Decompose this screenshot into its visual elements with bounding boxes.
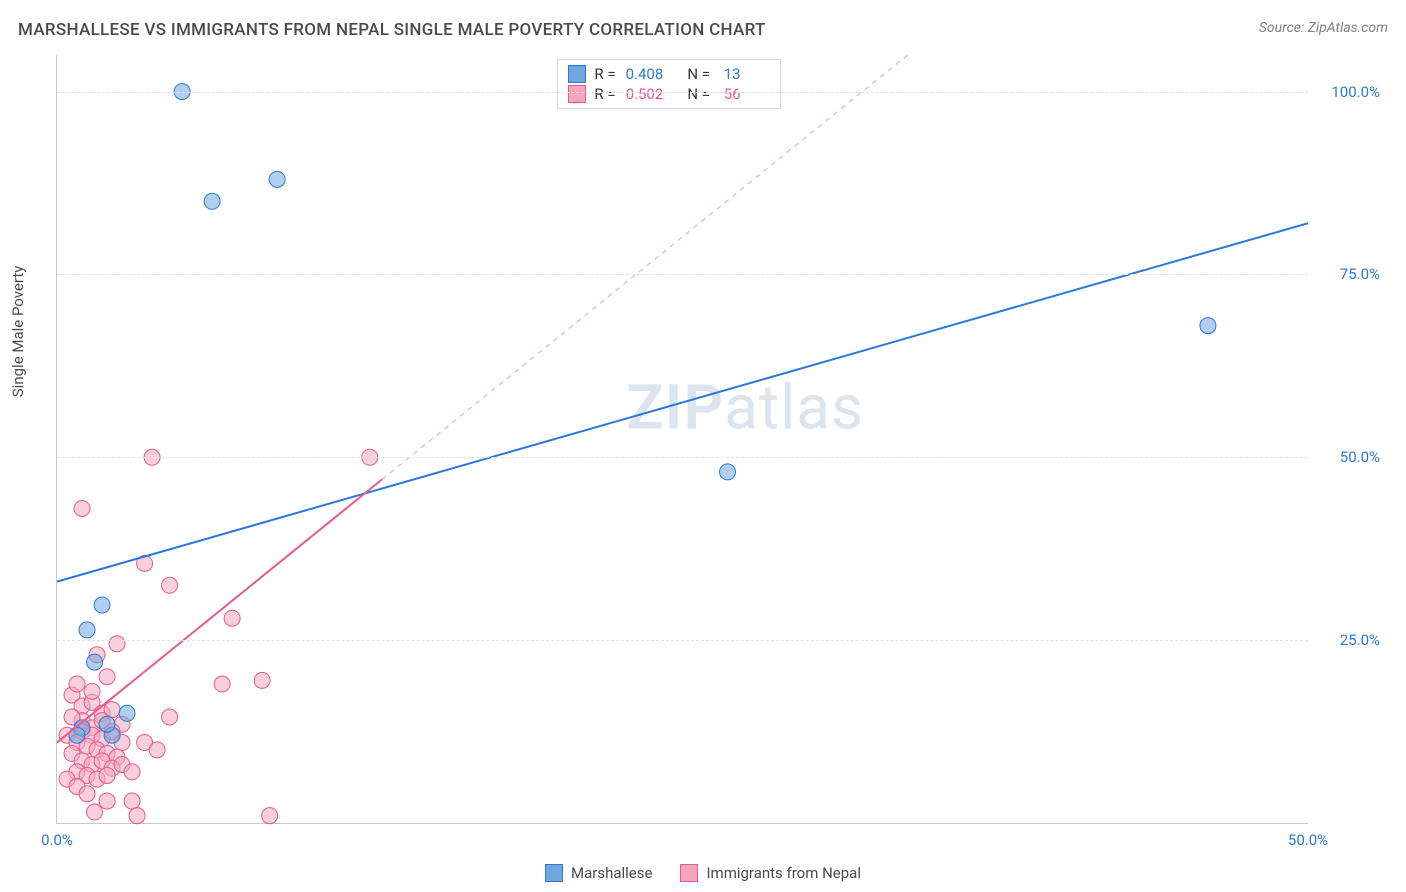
data-point bbox=[99, 669, 115, 685]
r-label: R = bbox=[594, 65, 615, 83]
data-point bbox=[149, 742, 165, 758]
data-point bbox=[124, 764, 140, 780]
plot-svg bbox=[57, 55, 1308, 823]
chart-header: MARSHALLESE VS IMMIGRANTS FROM NEPAL SIN… bbox=[18, 20, 1388, 40]
trend-line bbox=[57, 223, 1308, 581]
data-point bbox=[214, 676, 230, 692]
y-axis-label: Single Male Poverty bbox=[9, 265, 27, 397]
plot-region: ZIPatlas R =0.408 N = 13R =0.502 N = 56 … bbox=[56, 55, 1308, 824]
legend-label: Immigrants from Nepal bbox=[706, 864, 861, 882]
data-point bbox=[99, 716, 115, 732]
chart-title: MARSHALLESE VS IMMIGRANTS FROM NEPAL SIN… bbox=[18, 20, 766, 40]
data-point bbox=[124, 793, 140, 809]
legend-swatch bbox=[568, 65, 586, 83]
y-tick-label: 25.0% bbox=[1316, 631, 1380, 649]
r-value: 0.408 bbox=[626, 65, 676, 83]
legend-swatch bbox=[568, 85, 586, 103]
r-value: 0.502 bbox=[626, 85, 676, 103]
legend-swatch bbox=[680, 864, 698, 882]
data-point bbox=[269, 171, 285, 187]
n-value: 56 bbox=[720, 85, 770, 103]
data-point bbox=[204, 193, 220, 209]
data-point bbox=[99, 793, 115, 809]
gridline bbox=[57, 640, 1308, 641]
legend-label: Marshallese bbox=[571, 864, 652, 882]
y-tick-label: 100.0% bbox=[1316, 83, 1380, 101]
y-tick-label: 75.0% bbox=[1316, 265, 1380, 283]
data-point bbox=[69, 676, 85, 692]
legend-item: Marshallese bbox=[545, 864, 652, 882]
gridline bbox=[57, 274, 1308, 275]
data-point bbox=[262, 808, 278, 824]
n-label: N = bbox=[684, 85, 710, 103]
correlation-legend: R = 0.408 N = 13 R = 0.502 N = 56 bbox=[557, 59, 781, 109]
data-point bbox=[84, 683, 100, 699]
n-value: 13 bbox=[720, 65, 770, 83]
legend-swatch bbox=[545, 864, 563, 882]
x-tick-label: 50.0% bbox=[1288, 831, 1328, 849]
gridline bbox=[57, 92, 1308, 93]
source-label: Source: ZipAtlas.com bbox=[1259, 20, 1388, 36]
legend-item: Immigrants from Nepal bbox=[680, 864, 861, 882]
r-label: R = bbox=[594, 85, 615, 103]
r-legend-row: R = 0.502 N = 56 bbox=[568, 84, 770, 104]
data-point bbox=[87, 654, 103, 670]
y-tick-label: 50.0% bbox=[1316, 448, 1380, 466]
chart-area: Single Male Poverty ZIPatlas R =0.408 N … bbox=[48, 55, 1388, 852]
data-point bbox=[79, 786, 95, 802]
data-point bbox=[129, 808, 145, 824]
trend-line-extension bbox=[382, 55, 907, 479]
data-point bbox=[720, 464, 736, 480]
data-point bbox=[109, 636, 125, 652]
data-point bbox=[99, 767, 115, 783]
data-point bbox=[162, 577, 178, 593]
data-point bbox=[94, 597, 110, 613]
n-label: N = bbox=[684, 65, 710, 83]
r-legend-row: R = 0.408 N = 13 bbox=[568, 64, 770, 84]
data-point bbox=[74, 500, 90, 516]
data-point bbox=[87, 804, 103, 820]
data-point bbox=[1200, 318, 1216, 334]
data-point bbox=[119, 705, 135, 721]
data-point bbox=[162, 709, 178, 725]
x-tick-label: 0.0% bbox=[41, 831, 73, 849]
gridline bbox=[57, 457, 1308, 458]
data-point bbox=[254, 672, 270, 688]
data-point bbox=[224, 610, 240, 626]
data-point bbox=[79, 622, 95, 638]
series-legend: Marshallese Immigrants from Nepal bbox=[545, 864, 861, 882]
